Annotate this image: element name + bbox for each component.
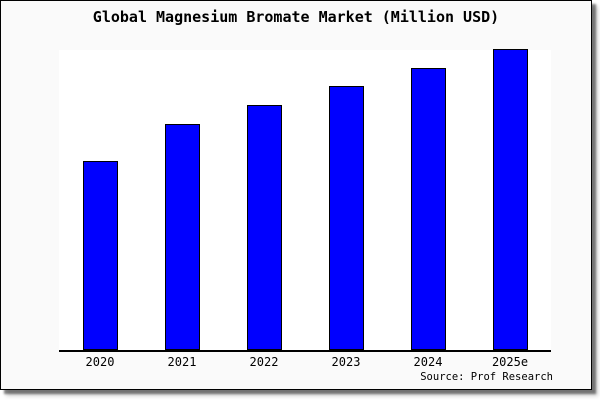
x-tick-label-2021: 2021 [167,355,197,369]
bar-slot-2020 [59,50,141,350]
bars-container [59,49,551,350]
bar-2021 [164,124,200,350]
bar-2020 [82,161,118,350]
bar-2023 [328,86,364,350]
bar-slot-2025e [469,49,551,350]
bar-slot-2022 [223,50,305,350]
bar-2022 [246,105,282,350]
plot-area [59,49,551,352]
bar-2024 [410,68,446,350]
chart-title: Global Magnesium Bromate Market (Million… [92,8,500,26]
x-axis-labels: 2020 2021 2022 2023 2024 2025e [59,356,551,369]
x-tick-label-2022: 2022 [249,355,279,369]
bar-slot-2021 [141,50,223,350]
bar-slot-2023 [305,50,387,350]
x-tick-label-2020: 2020 [85,355,115,369]
x-tick-label-2024: 2024 [413,355,443,369]
chart-card: Global Magnesium Bromate Market (Million… [0,0,592,390]
bar-slot-2024 [387,50,469,350]
x-tick-label-2023: 2023 [331,355,361,369]
bar-2025e [492,49,528,350]
source-note: Source: Prof Research [420,371,553,383]
x-tick-label-2025e: 2025e [491,355,529,369]
